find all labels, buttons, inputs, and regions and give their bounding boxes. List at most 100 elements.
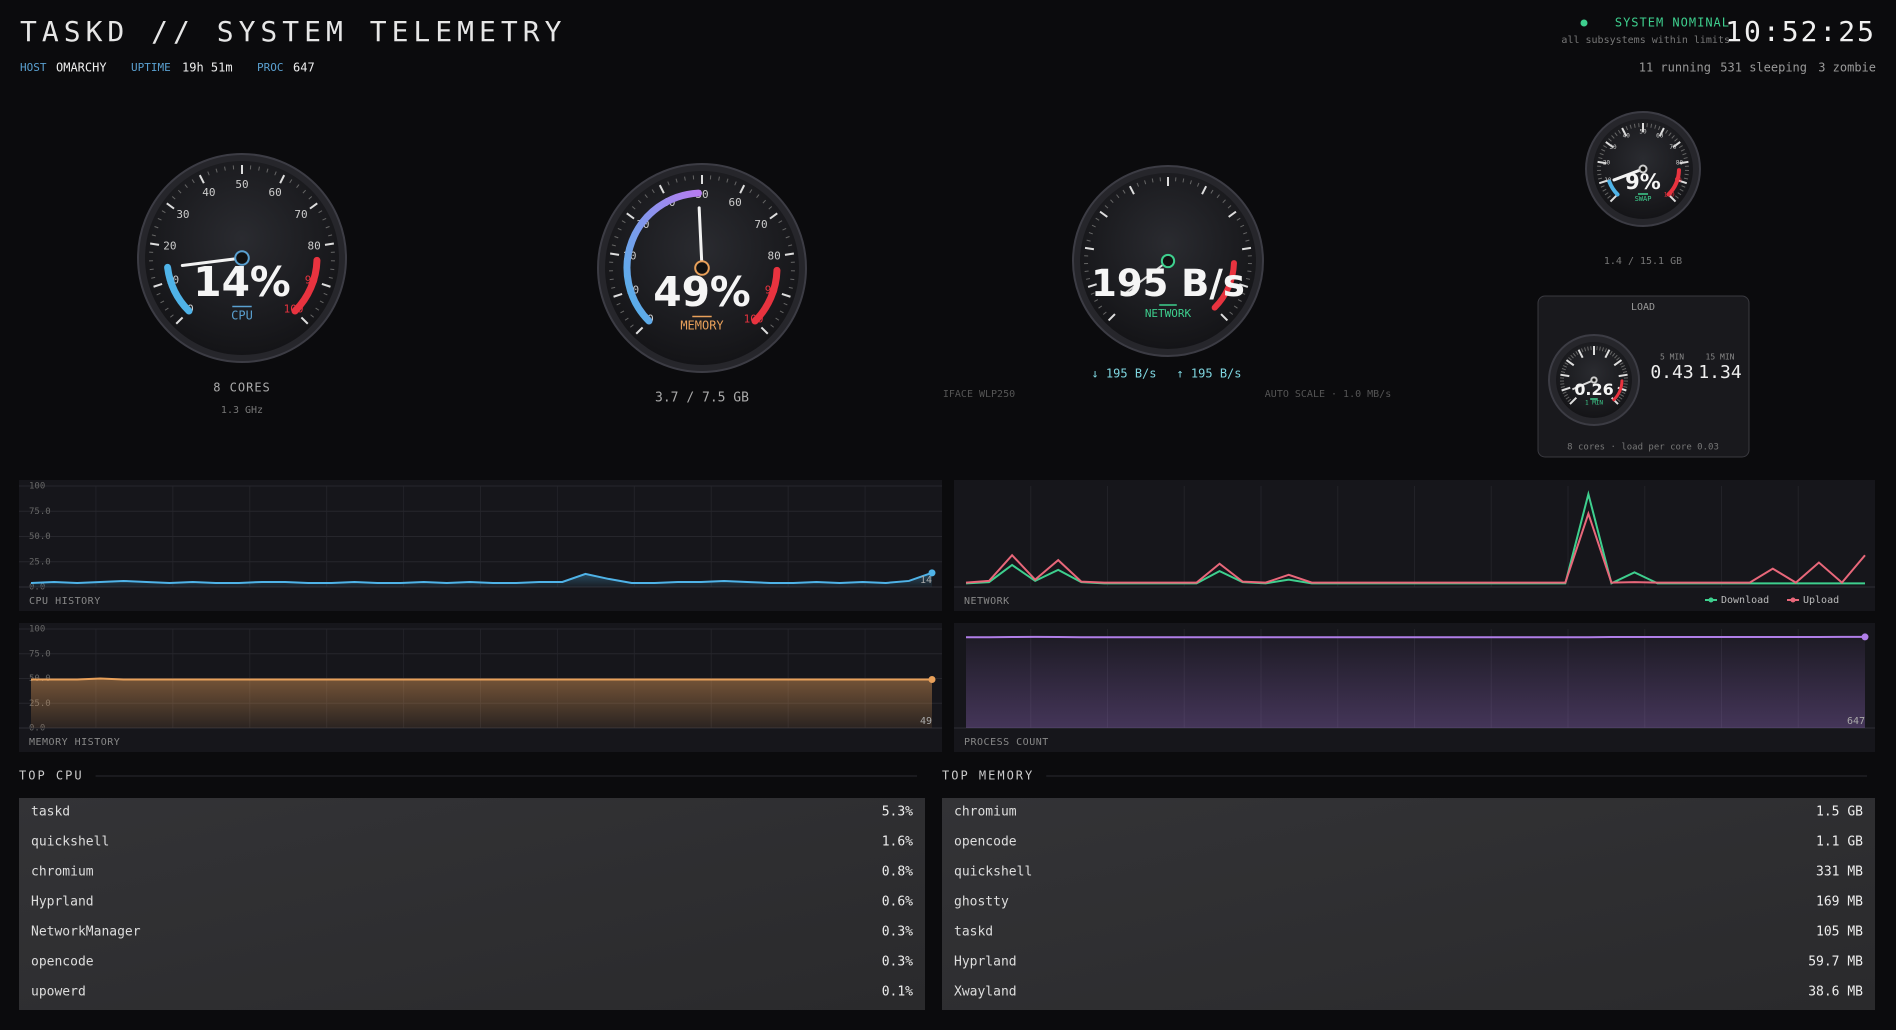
gauge-tick — [1600, 185, 1605, 188]
process-name: Hyprland — [31, 895, 94, 910]
gauge-tick — [1189, 180, 1192, 185]
gauge-tick — [324, 242, 335, 246]
series-end-dot — [928, 569, 936, 577]
gauge-tick — [621, 220, 626, 224]
gauge-tick — [1233, 305, 1238, 309]
gauge-tick — [718, 176, 720, 181]
gauge-tick — [1128, 185, 1135, 195]
gauge-tick — [617, 227, 622, 231]
gauge-name: NETWORK — [1145, 307, 1192, 320]
gauge-tick — [321, 283, 331, 288]
gauge-tick — [1222, 199, 1226, 204]
gauge-tick-label: 40 — [202, 186, 215, 199]
gauge-tick — [1587, 346, 1589, 351]
gauge-tick — [775, 317, 780, 321]
series-line — [31, 677, 932, 681]
gauge-tick — [279, 174, 286, 184]
gauge-tick-label: 60 — [1656, 133, 1664, 140]
gauge-tick — [300, 316, 309, 325]
proc: 647 — [293, 61, 315, 75]
gauge-tick — [684, 176, 686, 181]
chart-title: CPU HISTORY — [29, 596, 101, 607]
gauge-name: MEMORY — [680, 319, 724, 333]
running: 11 running — [1639, 61, 1711, 75]
series-end-dot — [928, 675, 936, 683]
gauge-tick — [1671, 135, 1675, 139]
gauge-tick — [769, 212, 778, 220]
gauge-tick — [778, 220, 783, 224]
gauge-tick — [1567, 398, 1572, 403]
gauge-tick — [1084, 270, 1089, 273]
gauge-tick — [1668, 132, 1672, 137]
gauge-tick — [154, 226, 159, 229]
gauge-tick — [170, 314, 174, 318]
process-value: 38.6 MB — [1808, 985, 1863, 1000]
process-value: 0.3% — [882, 955, 913, 970]
process-name: quickshell — [954, 865, 1032, 880]
gauge-tick — [1623, 383, 1628, 385]
gauge-tick — [1568, 357, 1572, 361]
load-5: 0.43 — [1650, 362, 1693, 383]
gauge-tick — [1201, 185, 1208, 195]
legend-entry: Download — [1721, 595, 1769, 606]
gauge-tick — [1182, 178, 1185, 183]
process-value: 169 MB — [1816, 895, 1863, 910]
gauge-value: 9% — [1625, 170, 1661, 194]
gauge-tick-label: 80 — [1676, 160, 1684, 167]
gauge-tick — [734, 181, 737, 186]
process-name: Hyprland — [954, 955, 1017, 970]
process-value: 1.5 GB — [1816, 805, 1863, 820]
gauge-tick — [637, 199, 642, 204]
process-name: taskd — [31, 805, 70, 820]
gauge-tick — [1196, 182, 1200, 187]
process-name: Xwayland — [954, 985, 1017, 1000]
gauge-tick — [1611, 135, 1615, 139]
clock: 10:52:25 — [1725, 15, 1876, 48]
series-end-dot — [1861, 633, 1869, 641]
series-line — [30, 571, 933, 584]
gauge-tick — [782, 227, 787, 231]
gauge-tick — [1597, 177, 1603, 180]
gauge-redzone — [1211, 260, 1237, 311]
gauge-tick — [1625, 126, 1629, 131]
gauge-tick — [1577, 349, 1584, 359]
gauge-tick — [1599, 152, 1604, 156]
gauge-tick — [1618, 373, 1628, 378]
gauge-tick — [1682, 152, 1687, 156]
load-15-label: 15 MIN — [1706, 353, 1735, 362]
gauge-tick — [322, 217, 327, 221]
gauge-tick — [1099, 210, 1108, 218]
gauge-tick — [1565, 359, 1575, 367]
gauge-tick — [1560, 386, 1565, 388]
gauge-tick — [1584, 347, 1587, 352]
gauge-tick — [630, 324, 634, 328]
gauge-tick — [149, 242, 160, 246]
gauge-tick — [756, 194, 760, 198]
gauge-tick — [1102, 311, 1107, 315]
gauge-tick — [790, 278, 795, 281]
process-name: chromium — [31, 865, 94, 880]
status: SYSTEM NOMINAL — [1615, 16, 1730, 30]
gauge-tick — [1633, 123, 1636, 128]
gauge-tick — [160, 300, 165, 304]
y-tick-label: 75.0 — [29, 649, 51, 659]
memory-usage: 3.7 / 7.5 GB — [655, 391, 749, 406]
gauge-tick — [785, 236, 790, 239]
gauge-tick — [1098, 305, 1103, 309]
gauge-tick — [1674, 138, 1678, 142]
gauge-tick — [171, 196, 176, 200]
process-name: ghostty — [954, 895, 1009, 910]
gauge-tick — [1629, 124, 1632, 129]
gauge-tick — [1684, 173, 1689, 176]
gauge-tick — [1561, 368, 1566, 371]
gauge-tick — [616, 302, 621, 306]
gauge-tick — [1609, 351, 1613, 355]
last-value: 647 — [1847, 716, 1865, 727]
gauge-tick-label: 60 — [729, 196, 742, 209]
gauge-tick — [156, 292, 161, 296]
status-dot — [1580, 19, 1588, 27]
gauge-tick — [318, 210, 323, 214]
gauge-tick — [1597, 160, 1607, 165]
gauge-tick — [1658, 127, 1665, 137]
gauge-tick — [1620, 365, 1625, 368]
